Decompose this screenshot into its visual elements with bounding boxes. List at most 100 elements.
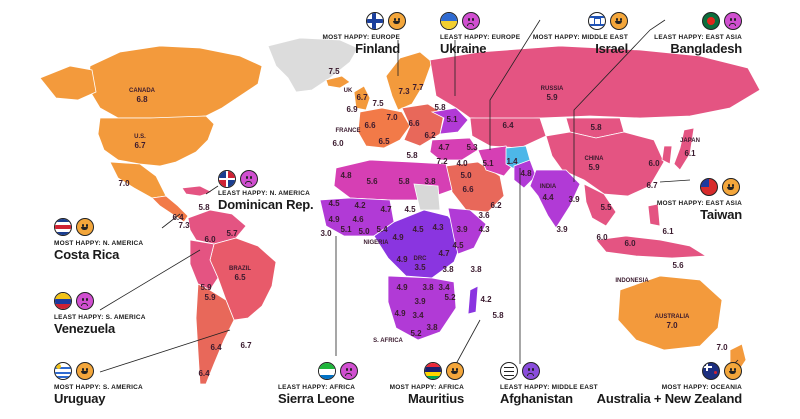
score-kenya: 4.5	[452, 241, 464, 250]
score-nigeria: 5.4	[376, 225, 388, 234]
region-southeast-asia	[583, 183, 617, 227]
region-scandinavia	[385, 51, 433, 111]
leader-venezuela	[99, 249, 201, 311]
region-australia	[617, 275, 723, 351]
crying-face-icon	[522, 362, 540, 380]
score-caribbean: 5.8	[198, 203, 210, 212]
score-egypt-region: 4.0	[456, 159, 468, 168]
score-morocco: 4.8	[340, 171, 352, 180]
sad-face-icon	[76, 292, 94, 310]
region-iran	[477, 145, 515, 177]
leader-uruguay	[99, 329, 231, 373]
callout-mauritius: MOST HAPPY: AFRICA Mauritius	[380, 384, 465, 406]
score-argentina: 6.4	[210, 343, 222, 352]
callout-uruguay-sub: MOST HAPPY: S. AMERICA	[54, 384, 143, 391]
label-china: CHINA	[585, 156, 605, 162]
callout-taiwan-sub: MOST HAPPY: EAST ASIA	[656, 200, 742, 207]
region-central-america	[151, 195, 189, 223]
region-korea	[661, 145, 673, 165]
score-scandinavia: 7.3	[398, 87, 410, 96]
leader-dominican	[205, 185, 219, 195]
score-chad: 4.5	[404, 205, 416, 214]
happy-face-icon	[76, 218, 94, 236]
score-peru: 5.9	[200, 283, 212, 292]
score-saudi: 6.6	[462, 185, 474, 194]
callout-bangladesh: LEAST HAPPY: EAST ASIA Bangladesh	[636, 34, 742, 56]
callout-israel: MOST HAPPY: MIDDLE EAST Israel	[528, 34, 628, 56]
score-philippines: 6.1	[662, 227, 674, 236]
score-eswatini: 3.8	[426, 323, 438, 332]
callout-afghanistan: LEAST HAPPY: MIDDLE EAST Afghanistan	[500, 384, 620, 406]
label-brazil: BRAZIL	[229, 266, 251, 272]
score-zimbabwe: 3.9	[414, 297, 426, 306]
score-congo: 4.9	[396, 255, 408, 264]
score-sudan: 4.3	[432, 223, 444, 232]
score-ukraine: 5.1	[446, 115, 458, 124]
callout-venezuela-sub: LEAST HAPPY: S. AMERICA	[54, 314, 146, 321]
callout-ukraine-name: Ukraine	[440, 41, 487, 56]
score-china: 5.9	[588, 163, 600, 172]
country-labels: CANADA U.S. BRAZIL RUSSIA CHINA JAPAN IN…	[129, 86, 700, 344]
callout-finland-name: Finland	[355, 41, 400, 56]
score-venezuela: 5.7	[226, 229, 238, 238]
label-canada: CANADA	[129, 88, 156, 94]
score-namibia: 4.9	[394, 309, 406, 318]
score-yemen: 3.6	[478, 211, 490, 220]
score-mauritania: 4.5	[328, 199, 340, 208]
callout-costa-rica: MOST HAPPY: N. AMERICA Costa Rica	[54, 240, 174, 262]
score-mozambique: 5.2	[444, 293, 456, 302]
score-gulf: 6.2	[490, 201, 502, 210]
score-ethiopia: 3.9	[456, 225, 468, 234]
callout-bangladesh-name: Bangladesh	[670, 41, 742, 56]
sad-face-icon	[240, 170, 258, 188]
region-greenland	[267, 37, 359, 93]
score-balkans: 5.8	[406, 151, 418, 160]
happy-face-icon	[388, 12, 406, 30]
callout-anz: MOST HAPPY: OCEANIA Australia + New Zeal…	[580, 384, 743, 406]
callout-costa-rica-name: Costa Rica	[54, 247, 120, 262]
score-guatemala: 6.4	[172, 213, 184, 222]
leader-israel	[489, 19, 541, 150]
region-iceland	[325, 75, 351, 89]
score-indonesia: 5.6	[672, 261, 684, 270]
callout-uruguay-name: Uruguay	[54, 391, 106, 406]
score-se-asia-1: 5.5	[600, 203, 612, 212]
score-brazil: 6.5	[234, 273, 246, 282]
callout-dominican-sub: LEAST HAPPY: N. AMERICA	[218, 190, 310, 197]
sad-face-icon	[340, 362, 358, 380]
score-iceland: 7.5	[328, 67, 340, 76]
score-malaysia: 6.0	[624, 239, 636, 248]
callout-bangladesh-sub: LEAST HAPPY: EAST ASIA	[654, 34, 742, 41]
label-nigeria: NIGERIA	[363, 240, 389, 246]
score-se-asia-2: 6.0	[596, 233, 608, 242]
ukraine-flag-icon	[440, 12, 458, 30]
score-chile: 6.4	[198, 369, 210, 378]
leader-mauritius	[455, 319, 481, 365]
happy-face-icon	[610, 12, 628, 30]
callout-dominican-name: Dominican Rep.	[218, 197, 314, 212]
bangladesh-flag-icon	[702, 12, 720, 30]
score-libya: 5.8	[398, 177, 410, 186]
callout-afghanistan-name: Afghanistan	[500, 391, 573, 406]
callout-sierra-leone-name: Sierra Leone	[278, 391, 355, 406]
score-us: 6.7	[134, 141, 146, 150]
region-japan	[673, 127, 695, 171]
score-india: 4.4	[542, 193, 554, 202]
region-southern-africa	[387, 275, 457, 341]
score-australia: 7.0	[666, 321, 678, 330]
callout-taiwan-name: Taiwan	[700, 207, 742, 222]
score-uk: 6.7	[356, 93, 368, 102]
label-japan: JAPAN	[680, 138, 700, 144]
label-australia: AUSTRALIA	[655, 314, 690, 320]
score-uruguay: 6.7	[240, 341, 252, 350]
score-central-eu: 6.6	[408, 119, 420, 128]
callout-sierra-leone-sub: LEAST HAPPY: AFRICA	[278, 384, 356, 391]
new-zealand-flag-icon	[702, 362, 720, 380]
score-costa-rica: 7.3	[178, 221, 190, 230]
region-indonesia	[595, 235, 708, 259]
score-iran: 5.1	[482, 159, 494, 168]
taiwan-flag-icon	[700, 178, 718, 196]
callout-israel-name: Israel	[595, 41, 628, 56]
score-bolivia: 5.9	[204, 293, 216, 302]
